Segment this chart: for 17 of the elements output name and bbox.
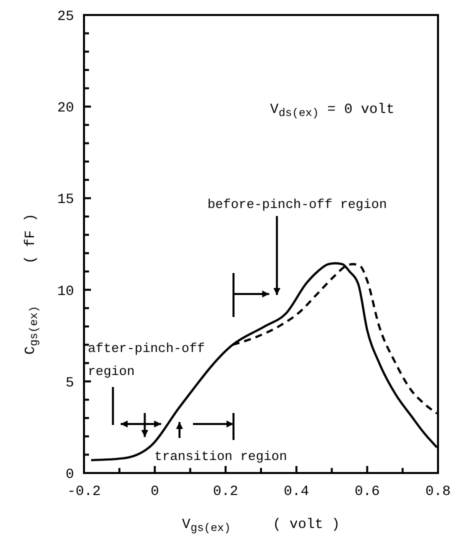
x-tick-label: 0.2: [212, 484, 238, 500]
x-tick-label: 0.6: [354, 484, 380, 500]
y-tick-label: 5: [66, 375, 74, 392]
y-tick-label: 0: [66, 467, 74, 483]
annotation: before-pinch-off region: [207, 197, 387, 212]
y-tick-label: 15: [57, 192, 74, 208]
x-tick-label: 0.4: [284, 484, 310, 500]
text: V$_{gs(ex)}$ ( volt ): [182, 517, 340, 536]
y-tick-label: 25: [57, 9, 74, 25]
annotation: transition region: [154, 449, 288, 464]
x-tick-label: -0.2: [67, 484, 101, 500]
annotation: V$_{ds(ex)}$ = 0 volt: [270, 102, 394, 120]
y-tick-label: 20: [57, 100, 74, 117]
annotation: after-pinch-off region: [88, 341, 205, 379]
y-tick-label: 10: [57, 284, 74, 300]
x-tick-label: 0: [150, 484, 160, 500]
x-tick-label: 0.8: [425, 484, 451, 500]
